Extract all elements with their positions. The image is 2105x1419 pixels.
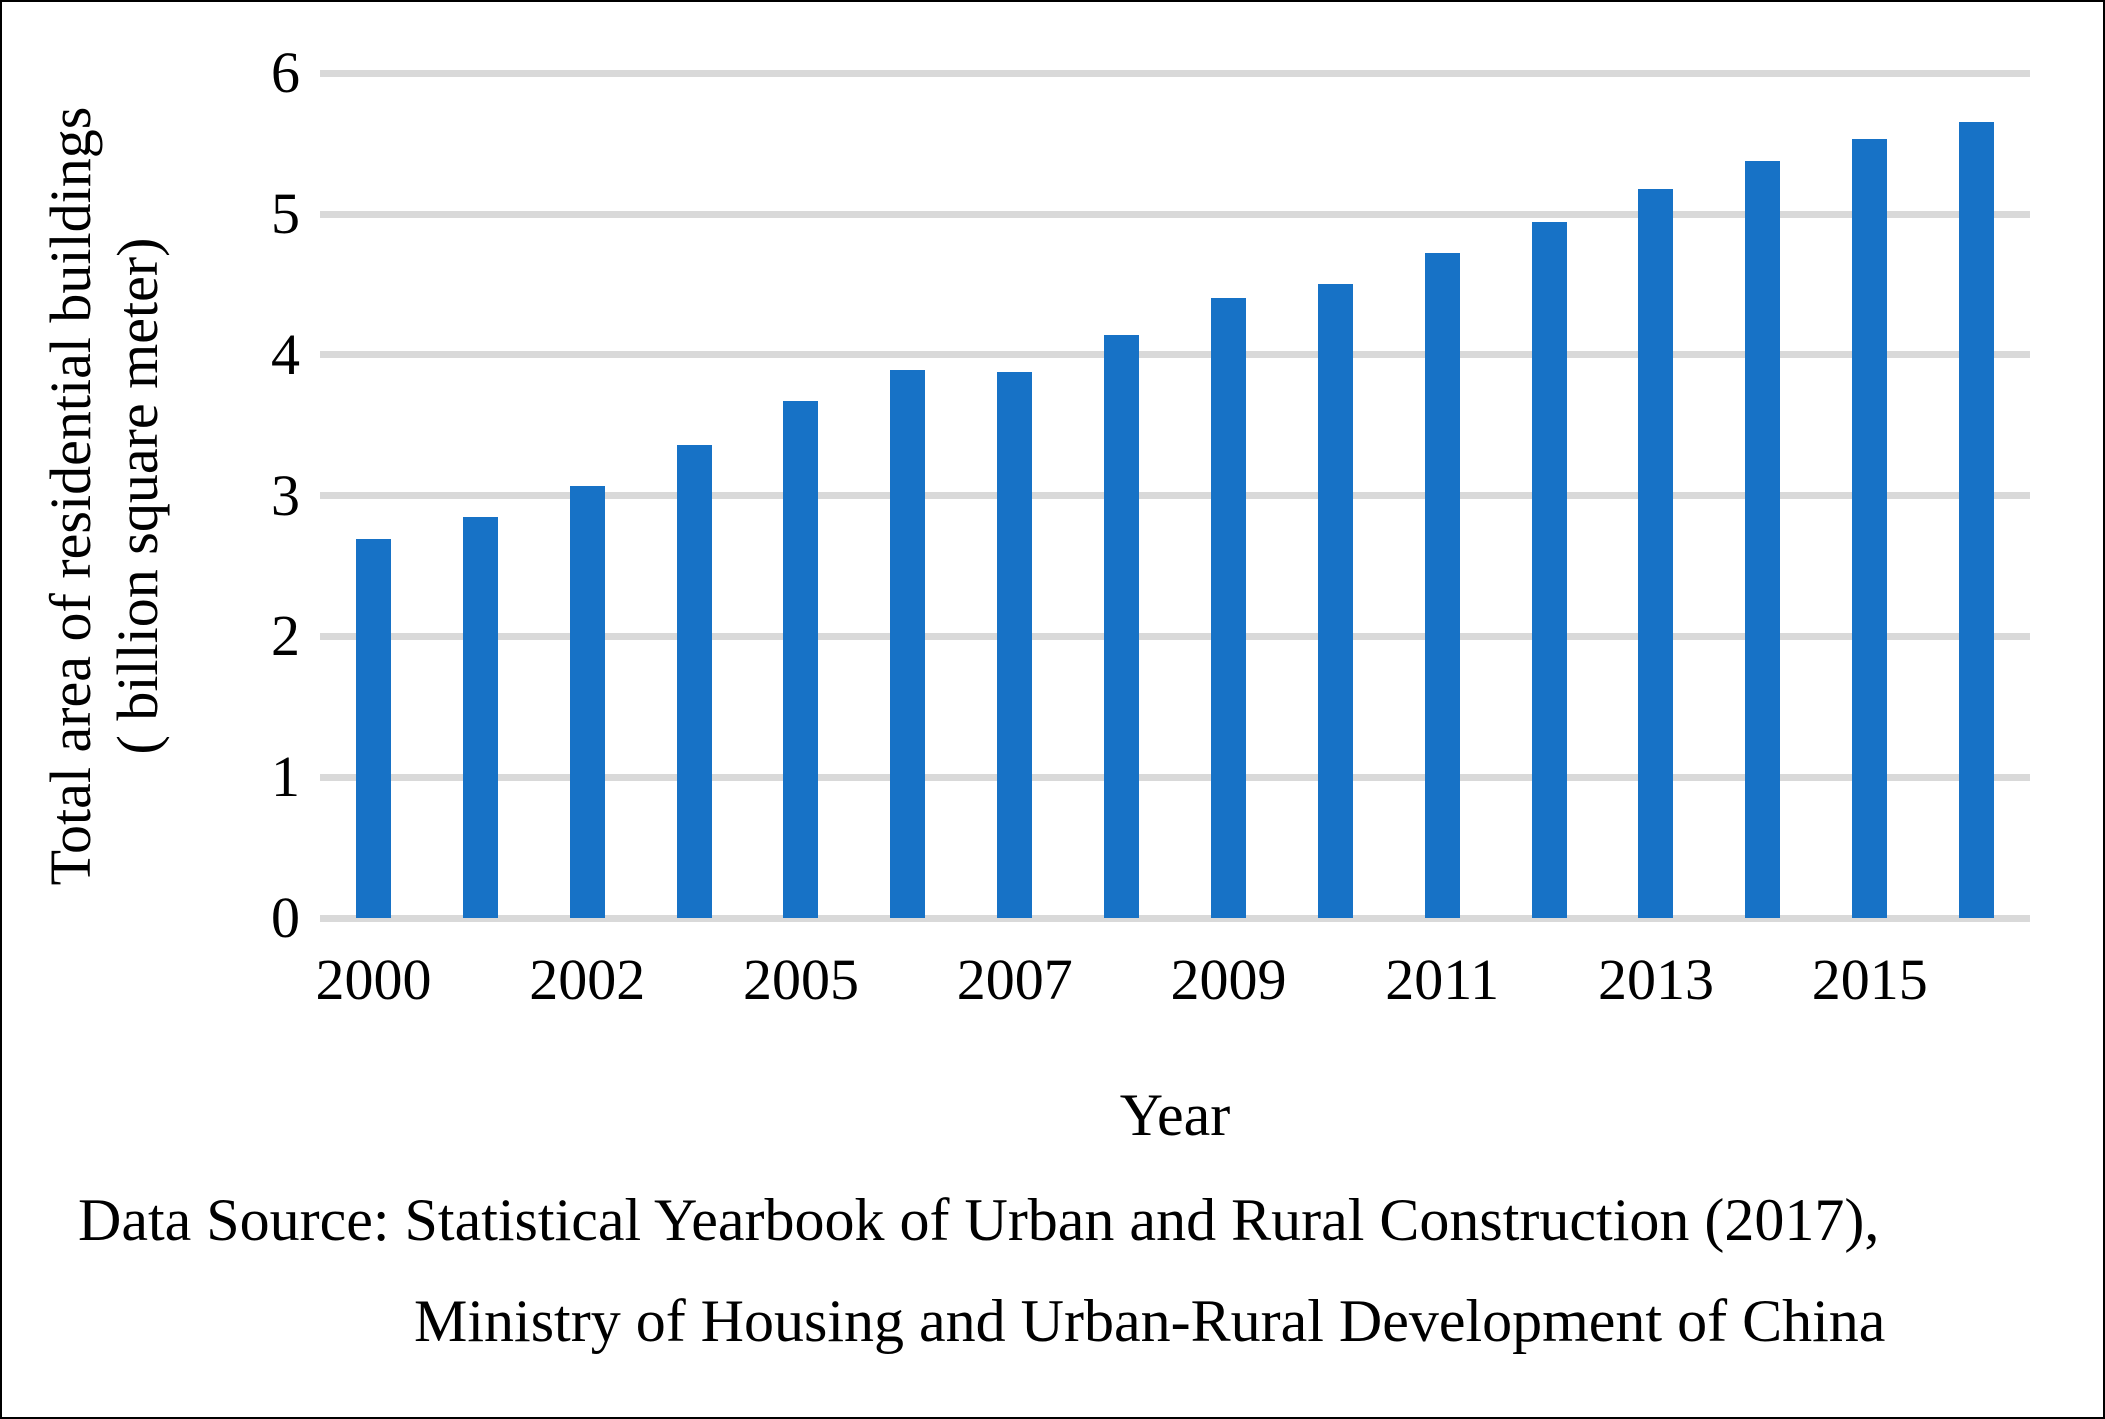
plot-area [320,67,2030,922]
x-tick-label-2005: 2005 [742,947,859,1012]
caption-line-2: Ministry of Housing and Urban-Rural Deve… [414,1288,1886,1354]
x-tick-label-2013: 2013 [1597,947,1714,1012]
y-tick-label-3: 3 [271,462,300,528]
caption-line-1: Data Source: Statistical Yearbook of Urb… [78,1187,1880,1253]
bar-2008 [1104,335,1140,918]
y-tick-label-1: 1 [271,744,300,810]
bar-2005 [783,401,819,918]
x-axis-baseline [320,914,2030,922]
x-tick-label-2009: 2009 [1170,947,1287,1012]
x-tick-label-2002: 2002 [529,947,646,1012]
bar-2011 [1424,253,1460,918]
x-tick-label-2011: 2011 [1385,947,1500,1012]
y-tick-label-5: 5 [271,181,300,246]
bar-2009 [1210,298,1246,918]
bar-2012 [1531,222,1567,918]
x-tick-label-2015: 2015 [1811,947,1928,1012]
bar-2013 [1638,188,1674,918]
bar-2010 [1317,284,1353,918]
caption: Data Source: Statistical Yearbook of Urb… [2,1170,2103,1372]
y-tick-label-2: 2 [271,603,300,669]
bar-2007 [997,371,1033,918]
gridline-y-1 [320,773,2030,781]
x-tick-label-2007: 2007 [956,947,1073,1012]
bar-2002 [569,485,605,918]
gridline-y-4 [320,351,2030,359]
gridline-y-2 [320,632,2030,640]
y-tick-label-4: 4 [271,321,300,387]
bar-2003 [676,444,712,918]
y-axis-title-line1: Total area of residential buildings [38,106,103,886]
bar-2015 [1852,139,1888,918]
gridline-y-3 [320,492,2030,500]
gridline-y-5 [320,210,2030,218]
bar-2001 [462,516,498,918]
bar-2016 [1959,122,1995,918]
bar-2006 [890,370,926,918]
gridline-y-6 [320,69,2030,77]
x-tick-label-2000: 2000 [315,947,432,1012]
y-tick-label-0: 0 [271,885,300,950]
bar-2000 [355,539,391,918]
x-axis-title: Year [1119,1082,1231,1148]
y-tick-label-6: 6 [271,40,300,106]
bar-2014 [1745,160,1781,918]
